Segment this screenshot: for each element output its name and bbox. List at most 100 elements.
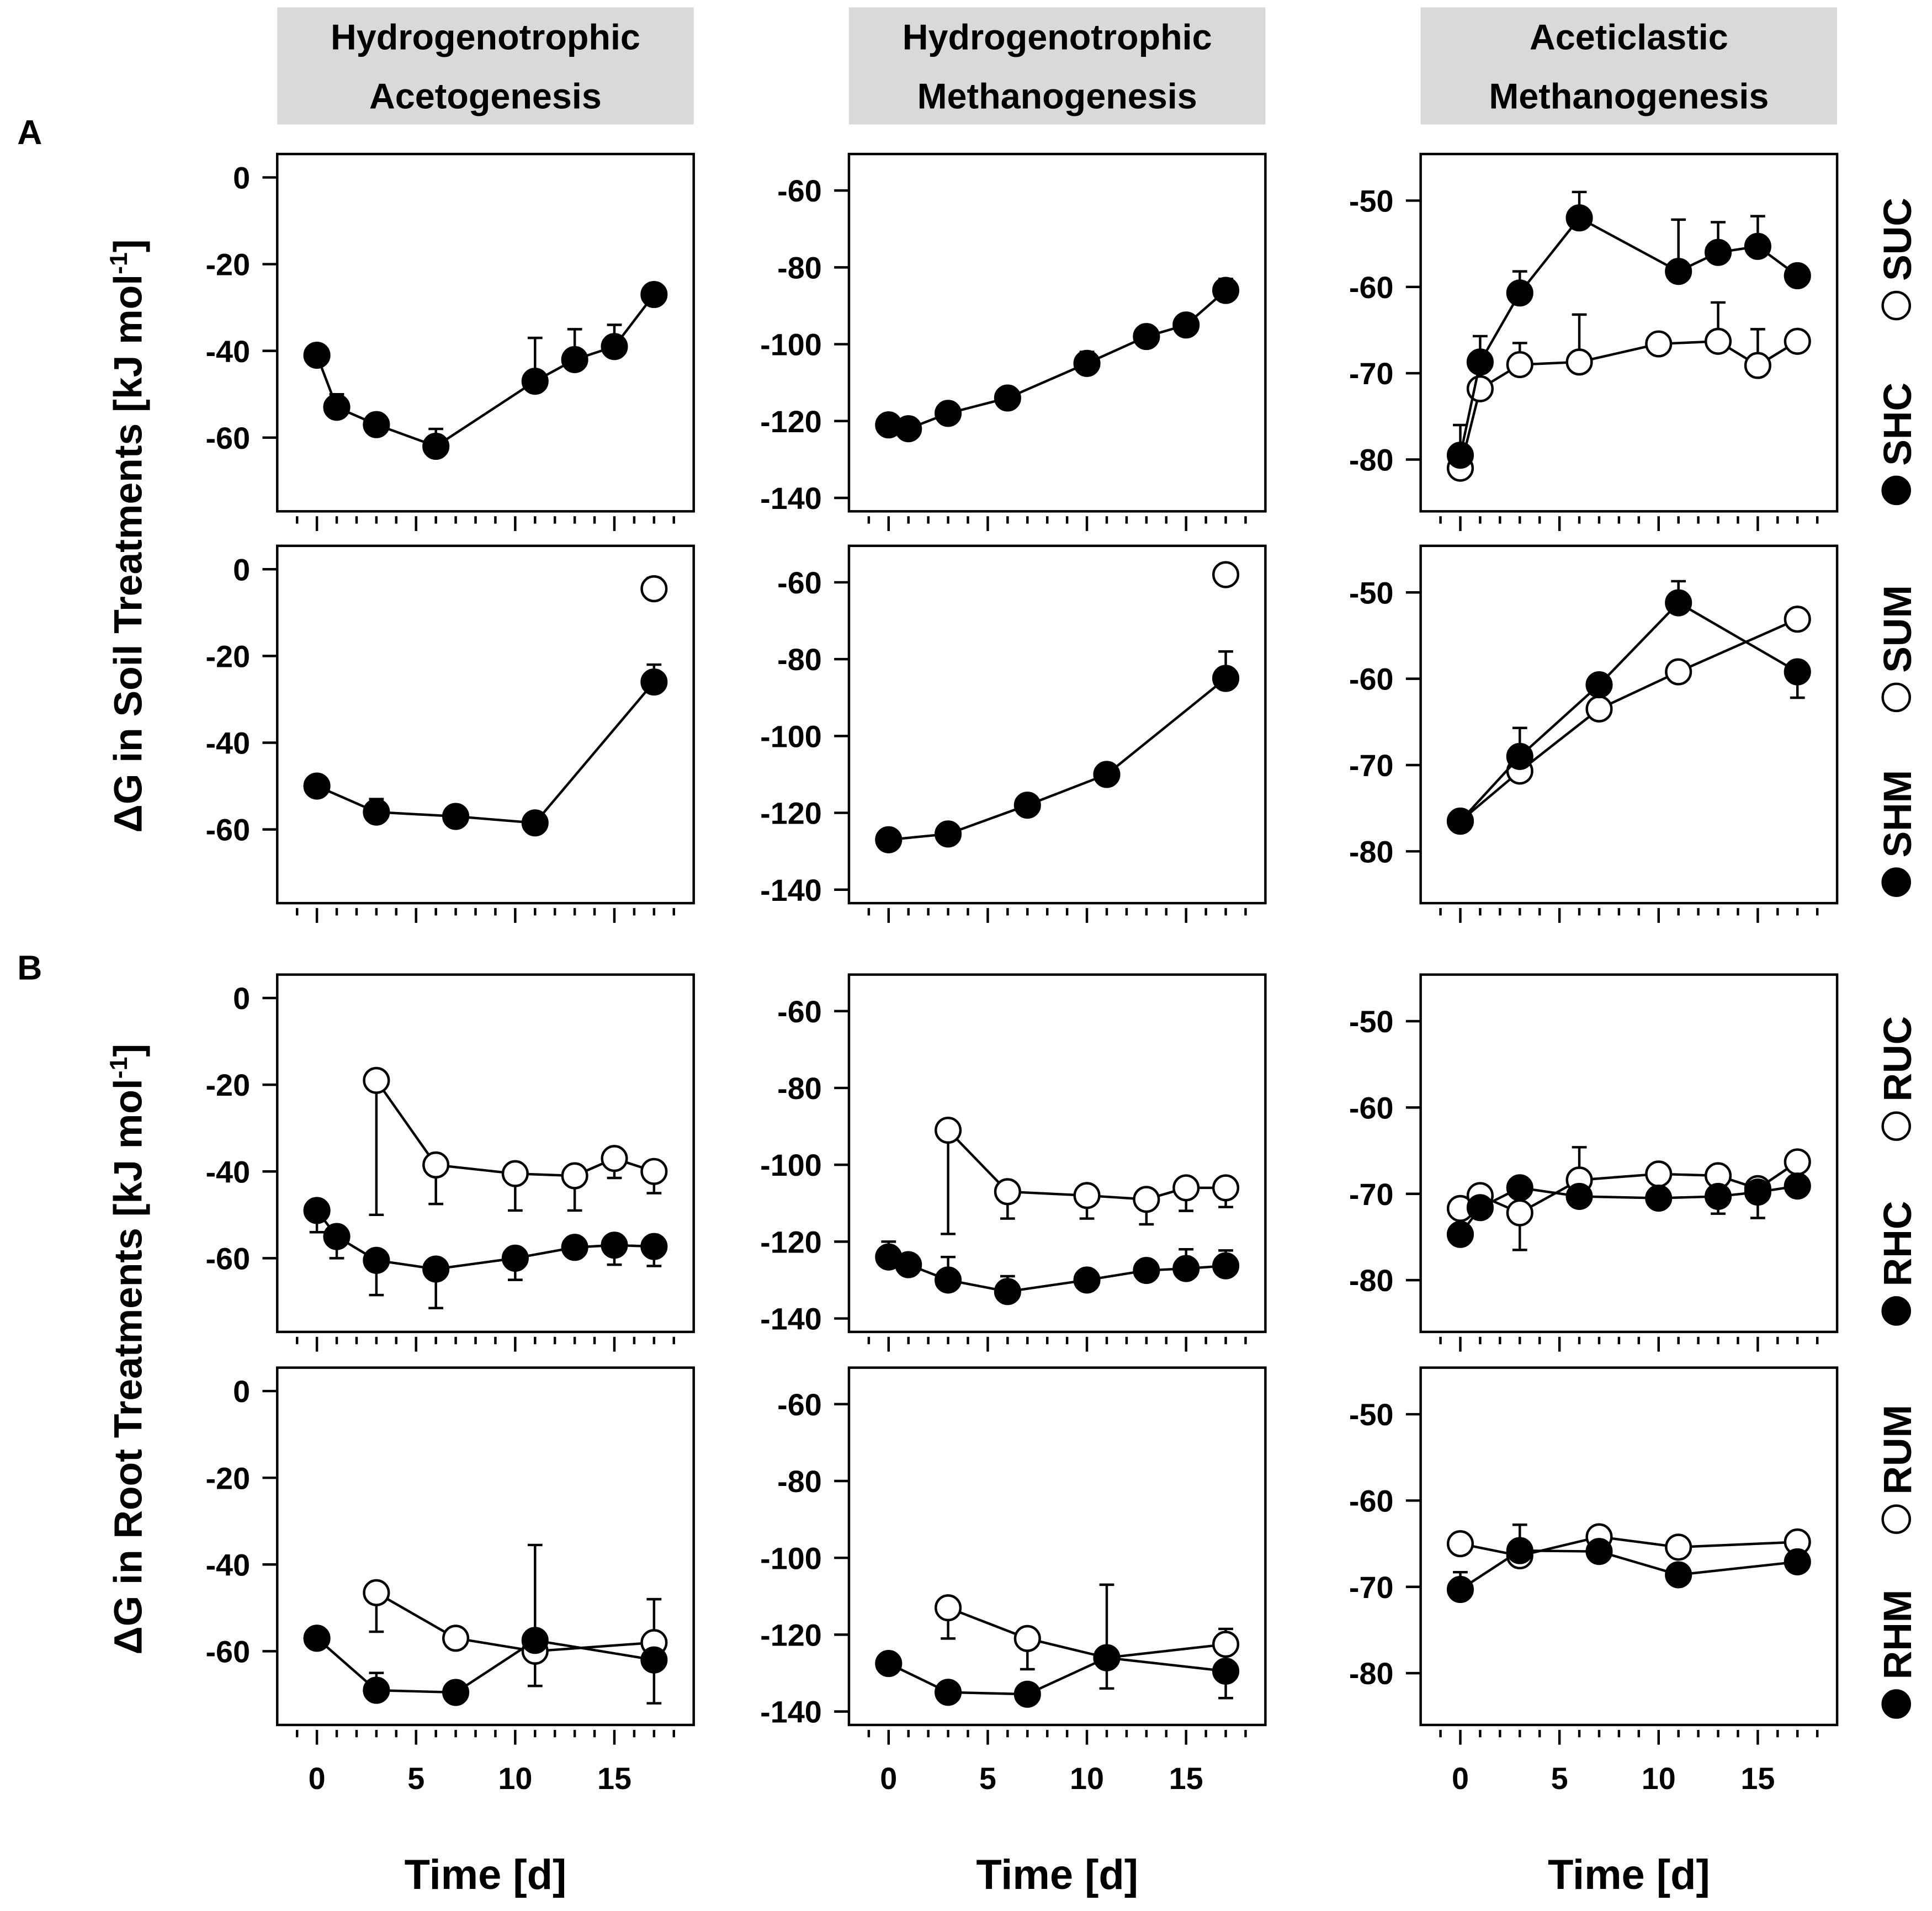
data-point-RHM <box>521 1627 549 1654</box>
y-tick-label: -80 <box>777 1071 822 1106</box>
column-header-line1: Hydrogenotrophic <box>331 17 640 57</box>
data-point-RUM <box>1013 1625 1041 1652</box>
data-point-RHC <box>303 1197 331 1224</box>
data-point-SHC <box>1446 442 1474 469</box>
data-point-RHM <box>1585 1538 1613 1565</box>
y-tick-label: -60 <box>1349 662 1394 697</box>
y-tick-label: -70 <box>1349 1570 1394 1605</box>
y-tick-label: -100 <box>760 719 822 753</box>
y-tick-label: -20 <box>205 1068 250 1102</box>
data-point-SHM <box>1212 665 1240 692</box>
data-point-SHM <box>640 668 668 696</box>
y-tick-label: -120 <box>760 1224 822 1259</box>
y-tick-label: -60 <box>777 173 822 208</box>
data-point-SHC <box>601 333 628 360</box>
data-point-RUC <box>422 1151 450 1179</box>
x-axis-title: Time [d] <box>976 1851 1138 1898</box>
legend: RHC RUC <box>1876 1016 1920 1326</box>
data-point-RUM <box>1665 1533 1692 1561</box>
data-point-RHC <box>363 1246 390 1274</box>
y-tick-label: -20 <box>205 1461 250 1495</box>
data-point-SHC <box>1744 232 1771 260</box>
data-point-SHM <box>1784 658 1811 686</box>
legend-label-open: RUC <box>1876 1016 1920 1102</box>
x-tick-label: 0 <box>1452 1761 1469 1796</box>
y-tick-label: 0 <box>233 161 250 195</box>
data-point-SUM <box>1784 606 1811 633</box>
legend-marker-filled <box>1881 867 1912 897</box>
y-axis-title: ΔG in Soil Treatments [kJ mol-1] <box>105 239 151 832</box>
data-point-RHC <box>1133 1256 1160 1284</box>
data-point-RUM <box>1446 1530 1474 1558</box>
y-tick-label: -50 <box>1349 1004 1394 1039</box>
x-tick-label: 5 <box>1551 1761 1568 1796</box>
legend-marker-open <box>1881 682 1912 713</box>
y-tick-label: -120 <box>760 796 822 831</box>
x-tick-label: 15 <box>1169 1761 1203 1796</box>
plot-frame <box>1419 1366 1839 1727</box>
data-point-RUC <box>1172 1174 1200 1202</box>
y-tick-label: -80 <box>1349 443 1394 477</box>
data-point-SHM <box>875 826 903 853</box>
legend-label-filled: RHM <box>1876 1590 1920 1680</box>
y-axis-title-end: ] <box>107 1044 151 1057</box>
chart-panel: -50 -60 -70 -80 <box>1349 973 1839 1352</box>
data-point-SUM <box>1212 561 1240 588</box>
series-line-RUM <box>375 1591 655 1653</box>
data-point-RUC <box>640 1158 668 1185</box>
chart-panel: -50 -60 -70 -80 0 5 10 15 <box>1349 1366 1839 1796</box>
data-point-SUM <box>1585 695 1613 723</box>
data-point-RHC <box>1784 1172 1811 1200</box>
y-tick-label: -100 <box>760 327 822 362</box>
data-point-RHM <box>442 1679 470 1706</box>
column-header-bg <box>277 7 694 125</box>
data-point-RHC <box>640 1233 668 1260</box>
data-point-RHC <box>1506 1174 1533 1202</box>
data-point-SHC <box>994 384 1021 412</box>
data-point-SUC <box>1506 351 1533 379</box>
y-tick-label: 0 <box>233 1374 250 1409</box>
data-point-RHM <box>1212 1657 1240 1685</box>
plot-frame <box>276 544 695 905</box>
y-tick-label: -140 <box>760 1695 822 1729</box>
data-point-SUM <box>640 575 668 603</box>
data-point-SHM <box>1446 808 1474 835</box>
x-tick-label: 0 <box>880 1761 897 1796</box>
legend: RHM RUM <box>1876 1405 1920 1719</box>
data-point-RHC <box>1212 1252 1240 1280</box>
legend: SHM SUM <box>1876 585 1920 897</box>
data-point-RHC <box>1466 1194 1494 1222</box>
chart-panel: 0 -20 -40 -60 0 5 10 15 <box>205 1366 695 1796</box>
x-tick-label: 5 <box>979 1761 996 1796</box>
x-tick-label: 10 <box>1642 1761 1676 1796</box>
y-tick-label: -40 <box>205 1154 250 1189</box>
data-point-RHC <box>601 1231 628 1259</box>
chart-panel: 0 -20 -40 -60 <box>205 973 695 1352</box>
panel-letter-a: A <box>17 113 42 152</box>
chart-panel: -60 -80 -100 -120 -140 <box>760 152 1267 532</box>
y-tick-label: -70 <box>1349 356 1394 391</box>
column-header-line1: Hydrogenotrophic <box>903 17 1212 57</box>
plot-frame <box>847 544 1267 905</box>
data-point-SHC <box>1073 349 1101 377</box>
data-point-RHM <box>1446 1575 1474 1604</box>
data-point-RUC <box>994 1178 1021 1206</box>
chart-panel: 0 -20 -40 -60 <box>205 152 695 532</box>
data-point-RHC <box>1744 1179 1771 1206</box>
y-tick-label: -120 <box>760 1617 822 1652</box>
data-point-RHC <box>895 1251 922 1278</box>
data-point-RUC <box>501 1160 529 1187</box>
data-point-SHC <box>1665 258 1692 285</box>
chart-panel: -60 -80 -100 -120 -140 <box>760 973 1267 1352</box>
y-axis-title-text: ΔG in Soil Treatments [kJ mol <box>107 274 151 833</box>
y-tick-label: -20 <box>205 247 250 282</box>
data-point-RUC <box>1133 1186 1160 1213</box>
data-point-SHM <box>442 803 470 830</box>
data-point-SHM <box>1093 761 1121 788</box>
x-tick-label: 15 <box>1740 1761 1775 1796</box>
data-point-SHM <box>1506 742 1533 770</box>
data-point-RHM <box>1784 1548 1811 1575</box>
data-point-SHC <box>1565 204 1593 232</box>
y-tick-label: -140 <box>760 1302 822 1336</box>
data-point-RHC <box>1565 1182 1593 1210</box>
